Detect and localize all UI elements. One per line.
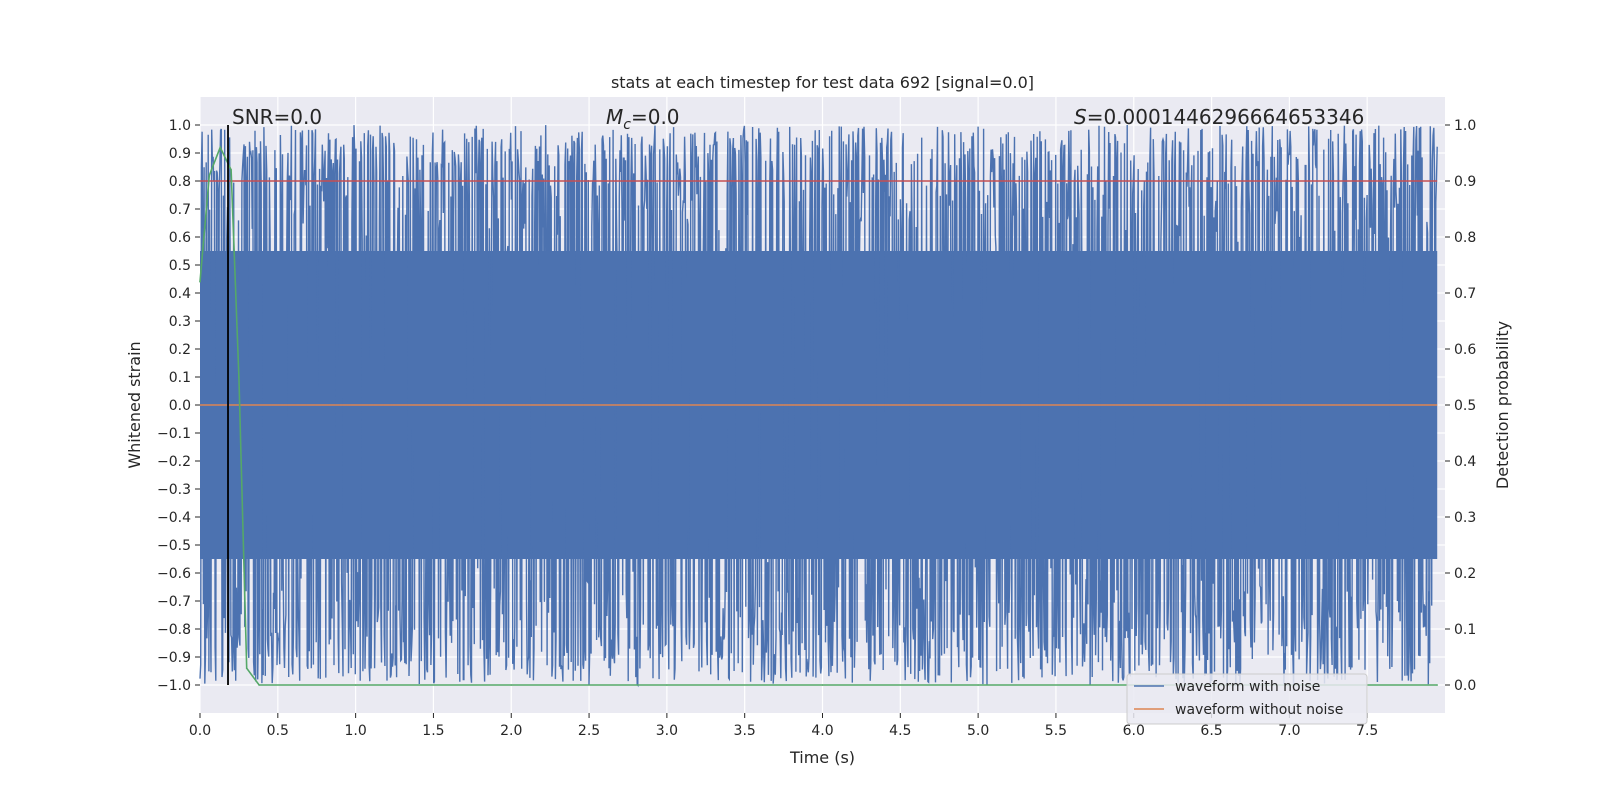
series-waveform-with-noise bbox=[199, 124, 1438, 688]
detection-point bbox=[258, 684, 260, 686]
detection-point bbox=[977, 684, 979, 686]
y-tick-label-left: −0.6 bbox=[157, 566, 191, 582]
y-tick-label-left: −0.4 bbox=[157, 510, 191, 526]
y-tick-label-right: 0.9 bbox=[1454, 174, 1476, 190]
detection-point bbox=[1436, 684, 1439, 686]
legend-label-noise: waveform with noise bbox=[1175, 679, 1320, 695]
y-tick-label-left: −0.9 bbox=[157, 650, 191, 666]
x-tick-label: 2.0 bbox=[500, 723, 522, 739]
x-tick-label: 1.5 bbox=[422, 723, 444, 739]
x-tick-label: 3.0 bbox=[656, 723, 678, 739]
y-tick-label-left: −1.0 bbox=[157, 678, 191, 694]
y-tick-label-left: −0.7 bbox=[157, 594, 191, 610]
x-axis-title: Time (s) bbox=[789, 748, 855, 767]
x-tick-label: 0.5 bbox=[267, 723, 289, 739]
y-tick-label-right: 0.5 bbox=[1454, 398, 1476, 414]
x-tick-label: 6.0 bbox=[1123, 723, 1145, 739]
y-tick-label-left: 0.6 bbox=[169, 230, 191, 246]
y-tick-label-left: 0.2 bbox=[169, 342, 191, 358]
y-axis-title-left: Whitened strain bbox=[125, 341, 144, 468]
x-tick-label: 6.5 bbox=[1200, 723, 1222, 739]
y-tick-label-right: 1.0 bbox=[1454, 118, 1476, 134]
legend: waveform with noise waveform without nois… bbox=[1126, 673, 1368, 725]
annotation-score: S=0.0001446296664653346 bbox=[1074, 105, 1364, 129]
y-tick-label-left: −0.2 bbox=[157, 454, 191, 470]
x-tick-label: 4.0 bbox=[811, 723, 833, 739]
detection-point bbox=[354, 684, 357, 686]
y-tick-label-left: 0.1 bbox=[169, 370, 191, 386]
x-tick-label: 2.5 bbox=[578, 723, 600, 739]
annotation-snr: SNR=0.0 bbox=[232, 105, 322, 129]
detection-point bbox=[666, 684, 668, 686]
x-tick-label: 5.0 bbox=[967, 723, 989, 739]
y-tick-label-right: 0.4 bbox=[1454, 454, 1476, 470]
y-tick-label-left: 0.5 bbox=[169, 258, 191, 274]
x-tick-label: 0.0 bbox=[189, 723, 211, 739]
y-tick-label-left: 0.9 bbox=[169, 146, 191, 162]
detection-point bbox=[230, 169, 232, 171]
annotation-chirp-mass: Mc=0.0 bbox=[606, 105, 680, 133]
y-tick-label-left: −0.3 bbox=[157, 482, 191, 498]
detection-point bbox=[199, 281, 201, 283]
y-tick-label-right: 0.1 bbox=[1454, 622, 1476, 638]
y-tick-label-left: 0.8 bbox=[169, 174, 191, 190]
y-tick-label-right: 0.7 bbox=[1454, 286, 1476, 302]
detection-point bbox=[821, 684, 824, 686]
y-tick-label-left: 0.3 bbox=[169, 314, 191, 330]
y-tick-label-left: 0.7 bbox=[169, 202, 191, 218]
y-tick-label-left: 0.0 bbox=[169, 398, 191, 414]
y-tick-label-left: −0.8 bbox=[157, 622, 191, 638]
x-tick-label: 1.0 bbox=[344, 723, 366, 739]
y-tick-label-right: 0.2 bbox=[1454, 566, 1476, 582]
y-tick-label-right: 0.3 bbox=[1454, 510, 1476, 526]
y-tick-label-left: 0.4 bbox=[169, 286, 191, 302]
chart-title: stats at each timestep for test data 692… bbox=[611, 73, 1034, 92]
detection-point bbox=[510, 684, 513, 686]
legend-box bbox=[1126, 673, 1368, 725]
y-axis-title-right: Detection probability bbox=[1493, 321, 1512, 489]
detection-point bbox=[238, 376, 240, 378]
y-tick-label-right: 0.0 bbox=[1454, 678, 1476, 694]
x-tick-label: 5.5 bbox=[1045, 723, 1067, 739]
x-tick-label: 3.5 bbox=[734, 723, 756, 739]
detection-point bbox=[245, 667, 248, 669]
legend-label-clean: waveform without noise bbox=[1175, 702, 1343, 718]
y-tick-label-right: 0.8 bbox=[1454, 230, 1476, 246]
detection-point bbox=[219, 146, 222, 149]
detection-point bbox=[208, 174, 211, 177]
y-tick-label-left: −0.1 bbox=[157, 426, 191, 442]
y-tick-label-left: 1.0 bbox=[169, 118, 191, 134]
x-tick-label: 4.5 bbox=[889, 723, 911, 739]
x-tick-label: 7.5 bbox=[1356, 723, 1378, 739]
x-tick-label: 7.0 bbox=[1278, 723, 1300, 739]
y-tick-label-left: −0.5 bbox=[157, 538, 191, 554]
y-tick-label-right: 0.6 bbox=[1454, 342, 1476, 358]
